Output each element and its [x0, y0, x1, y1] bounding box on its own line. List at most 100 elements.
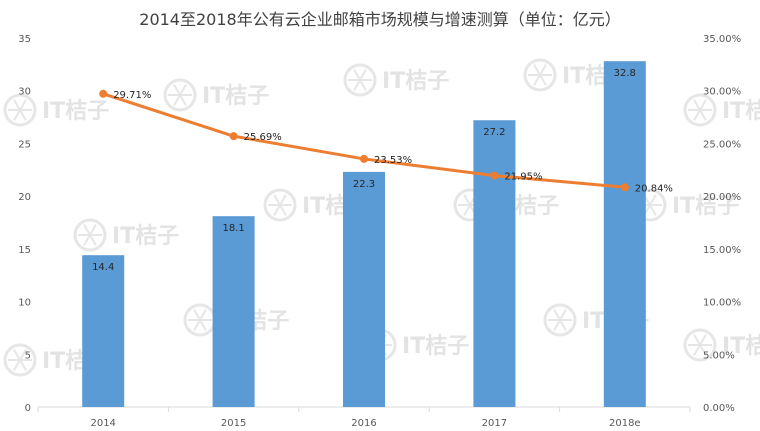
orange-slice-segment [359, 79, 367, 91]
orange-slice-icon [343, 63, 377, 97]
orange-slice-icon [683, 93, 717, 127]
watermark-text: IT桔子 [42, 99, 109, 124]
y-left-tick-label: 0 [25, 403, 31, 414]
orange-slice-segment [699, 334, 707, 346]
orange-slice-segment [553, 319, 561, 331]
watermark-text: IT桔子 [202, 84, 269, 109]
orange-slice-icon [163, 78, 197, 112]
orange-slice-segment [533, 64, 541, 76]
growth-point [620, 183, 629, 192]
orange-slice-segment [89, 234, 97, 246]
watermark-mark: IT桔子 [683, 328, 760, 362]
orange-slice-segment [173, 84, 181, 96]
orange-slice-segment [83, 234, 91, 246]
growth-value-label: 23.53% [374, 155, 412, 166]
orange-slice-segment [279, 204, 287, 216]
orange-slice-segment [463, 204, 471, 216]
growth-point [490, 171, 499, 180]
watermark-mark: IT桔子 [163, 78, 269, 112]
y-right-tick-label: 10.00% [703, 298, 741, 309]
growth-value-label: 20.84% [635, 183, 673, 194]
orange-slice-segment [19, 349, 27, 361]
orange-slice-icon [683, 328, 717, 362]
orange-slice-segment [193, 309, 201, 321]
orange-slice-segment [179, 94, 187, 106]
watermark-mark: IT桔子 [343, 63, 449, 97]
orange-slice-segment [699, 109, 707, 121]
y-left-tick-label: 20 [18, 192, 31, 203]
orange-slice-segment [199, 319, 207, 331]
orange-slice-segment [273, 194, 281, 206]
y-right-tick-label: 20.00% [703, 192, 741, 203]
orange-slice-segment [19, 359, 27, 371]
bar [603, 61, 646, 408]
orange-slice-segment [693, 109, 701, 121]
orange-slice-segment [83, 224, 91, 236]
orange-slice-segment [693, 344, 701, 356]
watermark-mark: IT桔子 [683, 93, 760, 127]
bar-value-label: 32.8 [614, 68, 636, 79]
y-right-tick-label: 30.00% [703, 87, 741, 98]
watermark-text: IT桔子 [382, 69, 449, 94]
orange-slice-segment [273, 204, 281, 216]
orange-slice-segment [533, 74, 541, 86]
watermark-text: IT桔子 [672, 194, 739, 219]
bar-value-label: 14.4 [92, 262, 114, 273]
orange-slice-segment [539, 74, 547, 86]
orange-slice-segment [693, 334, 701, 346]
axes: 2014 2015 2016 2017 2018e 0 5 10 15 20 25 30 35 0.00%… [18, 34, 741, 429]
orange-slice-segment [179, 84, 187, 96]
orange-slice-segment [353, 79, 361, 91]
orange-slice-segment [693, 99, 701, 111]
orange-slice-icon [3, 343, 37, 377]
x-tick-label: 2016 [351, 418, 376, 429]
growth-value-label: 25.69% [244, 132, 282, 143]
orange-slice-segment [539, 64, 547, 76]
orange-slice-segment [173, 94, 181, 106]
orange-slice-segment [193, 319, 201, 331]
watermark-mark: IT桔子 [3, 93, 109, 127]
watermark-text: IT桔子 [722, 99, 760, 124]
orange-slice-segment [13, 109, 21, 121]
bar [473, 120, 516, 407]
orange-slice-segment [13, 359, 21, 371]
growth-point [229, 132, 238, 141]
y-right-tick-label: 0.00% [703, 403, 735, 414]
bar [343, 171, 385, 407]
orange-slice-segment [89, 224, 97, 236]
orange-slice-segment [19, 109, 27, 121]
bar-value-label: 18.1 [222, 223, 244, 234]
bar [212, 216, 255, 407]
y-left-tick-label: 5 [25, 350, 31, 361]
orange-slice-segment [553, 309, 561, 321]
bar-value-label: 22.3 [353, 179, 375, 190]
growth-value-label: 29.71% [113, 90, 151, 101]
orange-slice-segment [649, 194, 657, 206]
growth-line [99, 89, 629, 192]
watermark-text: IT桔子 [722, 334, 760, 359]
data-labels: 14.4 18.1 22.3 27.2 32.8 29.71% 25.69% 23.53% 21… [92, 68, 673, 273]
bar [82, 255, 125, 407]
orange-slice-icon [543, 303, 577, 337]
x-tick-label: 2014 [90, 418, 115, 429]
watermark-mark: IT桔子 [633, 188, 739, 222]
orange-slice-segment [19, 99, 27, 111]
orange-slice-segment [353, 69, 361, 81]
growth-value-label: 21.95% [504, 172, 542, 183]
orange-slice-segment [559, 319, 567, 331]
chart-title: 2014至2018年公有云企业邮箱市场规模与增速测算（单位：亿元） [139, 10, 621, 29]
y-left-tick-label: 10 [18, 298, 31, 309]
growth-point [360, 154, 368, 163]
watermark-mark: IT桔子 [73, 218, 179, 252]
watermark-text: IT桔子 [112, 224, 179, 249]
x-tick-label: 2015 [221, 418, 246, 429]
orange-slice-segment [199, 309, 207, 321]
orange-slice-icon [73, 218, 107, 252]
orange-slice-segment [699, 99, 707, 111]
y-right-tick-label: 25.00% [703, 139, 741, 150]
orange-slice-segment [699, 344, 707, 356]
orange-slice-icon [3, 93, 37, 127]
orange-slice-segment [13, 99, 21, 111]
orange-slice-icon [523, 58, 557, 92]
y-left-tick-label: 35 [18, 34, 31, 45]
